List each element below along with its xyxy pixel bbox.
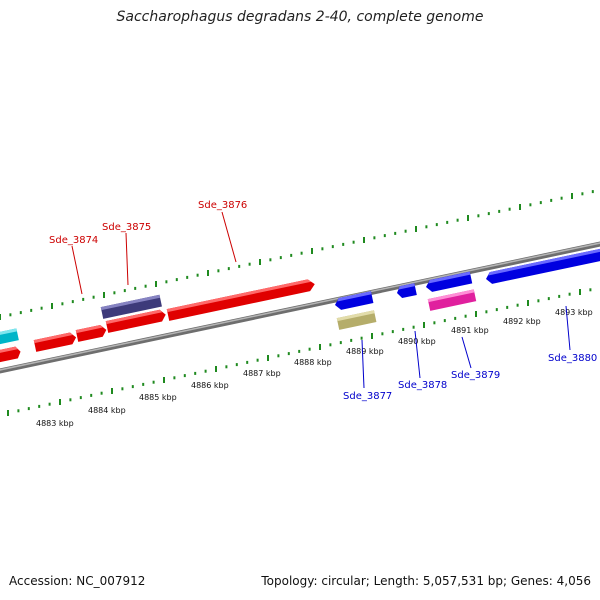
leader-line [221, 211, 237, 263]
kbp-label: 4891 kbp [451, 326, 489, 335]
kbp-labels: 4883 kbp 4884 kbp 4885 kbp 4886 kbp 4887… [36, 308, 593, 428]
kbp-label: 4892 kbp [503, 317, 541, 326]
leader-line [461, 336, 472, 369]
gene-label-sde-3876[interactable]: Sde_3876 [198, 200, 247, 211]
gene-feature-magenta[interactable] [427, 289, 477, 311]
kbp-label: 4887 kbp [243, 369, 281, 378]
gene-feature-red[interactable] [105, 309, 167, 333]
kbp-label: 4888 kbp [294, 358, 332, 367]
gene-feature-navy[interactable] [100, 294, 162, 319]
gene-label-sde-3877[interactable]: Sde_3877 [343, 391, 392, 402]
kbp-label: 4885 kbp [139, 393, 177, 402]
leader-line [125, 232, 129, 286]
gene-feature-blue[interactable] [425, 271, 473, 293]
gene-label-sde-3880[interactable]: Sde_3880 [548, 353, 597, 364]
gene-label-sde-3874[interactable]: Sde_3874 [49, 235, 98, 246]
map-title: Saccharophagus degradans 2-40, complete … [116, 9, 484, 25]
label-leaders [71, 211, 571, 389]
gene-feature-red[interactable] [33, 331, 78, 352]
kbp-label: 4886 kbp [191, 381, 229, 390]
gene-feature-red[interactable] [0, 346, 22, 364]
gene-feature-blue[interactable] [334, 291, 374, 311]
tick-track-outer [0, 190, 594, 320]
gene-feature-blue-long[interactable] [485, 246, 600, 285]
kbp-label: 4884 kbp [88, 406, 126, 415]
genome-backbone [0, 241, 600, 374]
gene-label-sde-3878[interactable]: Sde_3878 [398, 380, 447, 391]
gene-features [0, 246, 600, 364]
leader-line [565, 305, 571, 351]
leader-line [414, 330, 421, 379]
gene-feature-cyan[interactable] [0, 328, 19, 346]
gene-feature-red[interactable] [75, 324, 108, 342]
gene-feature-khaki[interactable] [336, 310, 377, 330]
kbp-label: 4883 kbp [36, 419, 74, 428]
gene-label-sde-3875[interactable]: Sde_3875 [102, 222, 151, 233]
tick-track-inner [7, 288, 592, 416]
genome-backbone-highlight [0, 242, 600, 371]
gene-label-sde-3879[interactable]: Sde_3879 [451, 370, 500, 381]
leader-line [71, 245, 83, 295]
gene-feature-blue[interactable] [396, 283, 417, 299]
kbp-label: 4890 kbp [398, 337, 436, 346]
genome-summary-text: Topology: circular; Length: 5,057,531 bp… [261, 574, 591, 588]
kbp-label: 4889 kbp [346, 347, 384, 356]
accession-text: Accession: NC_007912 [9, 574, 146, 588]
gene-labels: Sde_3874 Sde_3875 Sde_3876 Sde_3877 Sde_… [49, 200, 597, 402]
leader-line [361, 339, 365, 389]
gene-feature-red-long[interactable] [166, 278, 316, 321]
kbp-label: 4893 kbp [555, 308, 593, 317]
